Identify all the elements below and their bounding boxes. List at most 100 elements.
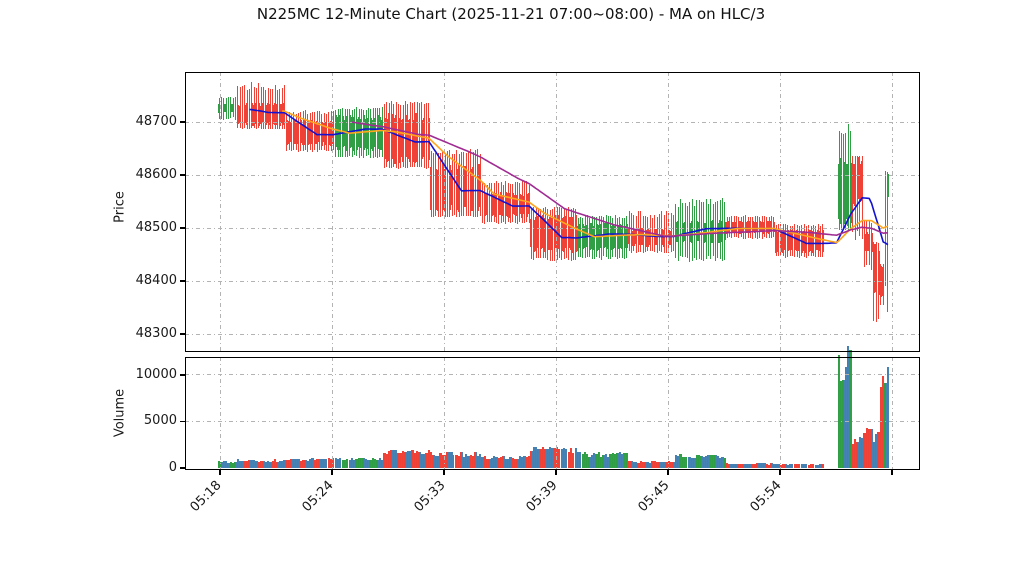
volume-bar: [603, 454, 605, 468]
volume-bar: [251, 460, 253, 468]
candle-body: [481, 195, 484, 216]
volume-bar: [633, 462, 636, 468]
volume-bar: [310, 458, 312, 468]
volume-bar: [781, 464, 784, 468]
volume-bar: [240, 460, 242, 468]
volume-bar: [441, 455, 443, 468]
time-tickmark: [331, 470, 333, 475]
volume-bar: [764, 463, 766, 468]
candle-body: [281, 104, 284, 124]
volume-bar: [686, 457, 688, 468]
volume-bar: [277, 461, 279, 468]
volume-bar: [524, 456, 526, 468]
volume-bar: [518, 456, 520, 468]
volume-bar: [630, 461, 632, 468]
volume-bar: [884, 382, 886, 468]
time-gridline: [331, 357, 333, 470]
volume-bar: [707, 455, 709, 468]
volume-bar: [446, 452, 448, 468]
volume-bar: [851, 444, 853, 468]
candle-body: [747, 221, 750, 233]
volume-bar: [640, 461, 643, 468]
time-gridline: [331, 72, 333, 352]
candle-body: [402, 119, 405, 163]
volume-bar: [347, 458, 349, 468]
volume-bar: [776, 464, 778, 468]
candle-body: [253, 105, 256, 127]
volume-bar: [402, 451, 404, 468]
candle-body: [497, 195, 500, 216]
volume-bar: [785, 464, 787, 468]
candle-body: [392, 117, 395, 164]
candle-body: [737, 220, 740, 234]
volume-bar: [548, 446, 551, 468]
time-tick-label: 05:45: [635, 478, 673, 516]
volume-bar: [799, 463, 801, 468]
volume-bar: [440, 452, 442, 468]
price-gridline: [185, 174, 920, 176]
volume-bar: [392, 450, 394, 468]
volume-bar: [506, 459, 509, 468]
volume-bar: [523, 456, 525, 468]
volume-bar: [223, 461, 225, 468]
candle-body: [632, 228, 635, 247]
candle-body: [798, 232, 801, 252]
volume-bar: [543, 447, 545, 468]
volume-bar: [619, 452, 622, 468]
volume-bar: [766, 464, 768, 468]
candle-body: [320, 121, 323, 146]
candle-body: [817, 229, 819, 251]
volume-bar: [456, 454, 458, 468]
candle-body: [698, 221, 701, 241]
volume-bar: [589, 456, 591, 468]
volume-bar: [753, 463, 756, 468]
candle-body: [479, 164, 482, 207]
candle-body: [376, 115, 379, 150]
volume-bar: [887, 366, 890, 468]
volume-bar: [475, 452, 477, 468]
candle-body: [330, 120, 332, 146]
volume-bar: [596, 454, 598, 468]
volume-bar: [792, 463, 794, 468]
candle-body: [821, 230, 824, 252]
candle-body: [681, 222, 684, 243]
volume-bar: [522, 457, 524, 468]
volume-bar: [864, 433, 866, 468]
volume-bar: [531, 450, 533, 468]
volume-bar: [333, 458, 335, 468]
volume-bar: [326, 458, 328, 468]
candle-body: [537, 216, 540, 248]
volume-bar: [595, 454, 597, 468]
candle-body: [842, 162, 845, 225]
candle-body: [262, 103, 265, 123]
volume-bar: [492, 456, 495, 468]
candle-body: [886, 174, 889, 198]
volume-bar: [593, 453, 595, 468]
volume-bar: [431, 451, 433, 468]
candle-body: [560, 217, 563, 252]
candle-body: [877, 251, 880, 296]
volume-bar: [743, 463, 745, 468]
candle-body: [490, 194, 493, 216]
candle-body: [679, 220, 682, 244]
volume-bar: [349, 459, 351, 468]
volume-bar: [573, 452, 575, 468]
volume-bar: [664, 461, 666, 468]
volume-bar: [580, 452, 582, 468]
volume-bar: [327, 458, 329, 468]
volume-bar: [404, 452, 406, 468]
candle-body: [642, 228, 645, 246]
volume-bar: [417, 450, 419, 468]
volume-bar: [452, 452, 454, 468]
candle-body: [241, 105, 244, 126]
candle-body: [264, 105, 267, 125]
volume-bar: [763, 463, 765, 468]
volume-bar: [300, 461, 302, 468]
time-gridline: [779, 72, 781, 352]
volume-bar: [717, 456, 719, 468]
volume-bar: [681, 457, 683, 468]
volume-bar: [516, 459, 518, 468]
candle-body: [868, 233, 871, 252]
volume-bar: [459, 455, 461, 468]
volume-bar: [362, 457, 364, 468]
